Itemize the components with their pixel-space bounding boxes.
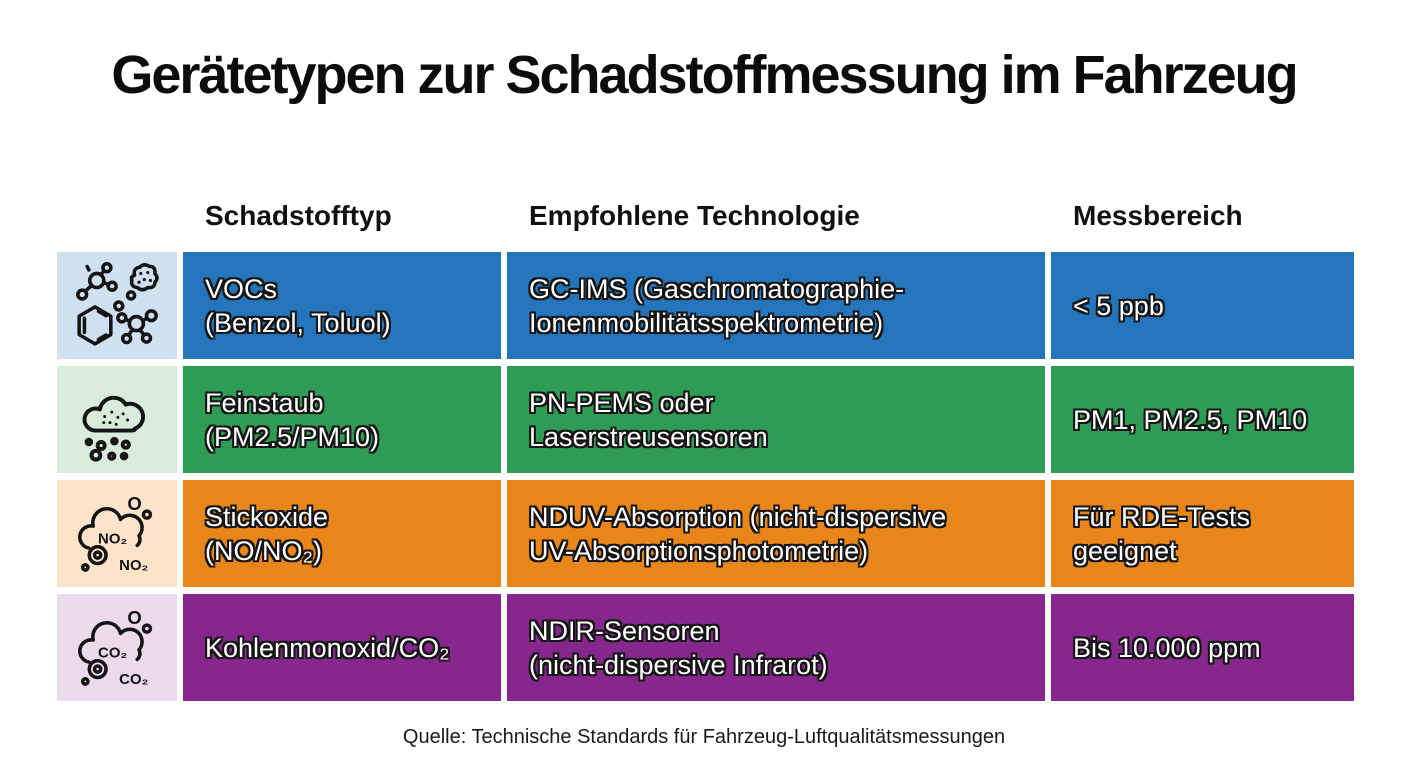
pollutant-cell: VOCs (Benzol, Toluol)	[183, 252, 501, 359]
co2-label-secondary: CO₂	[119, 671, 148, 688]
technology-text: NDIR-Sensoren (nicht-dispersive Infrarot…	[529, 615, 828, 680]
column-header-pollutant: Schadstofftyp	[205, 199, 392, 231]
range-cell: PM1, PM2.5, PM10	[1051, 366, 1354, 473]
range-text: Für RDE-Tests geeignet	[1073, 501, 1251, 566]
range-text: Bis 10.000 ppm	[1073, 632, 1261, 663]
icon-cell-vocs	[57, 252, 177, 359]
icon-cell-co2: CO₂ O CO₂	[57, 594, 177, 701]
particulate-cloud-icon	[82, 395, 145, 462]
technology-cell: GC-IMS (Gaschromatographie- Ionenmobilit…	[507, 252, 1045, 359]
pollutant-cell: Kohlenmonoxid/CO₂	[183, 594, 501, 701]
pollutant-text: Feinstaub (PM2.5/PM10)	[205, 387, 380, 452]
header-spacer	[57, 186, 177, 245]
range-text: PM1, PM2.5, PM10	[1073, 404, 1308, 435]
pollutant-text: VOCs (Benzol, Toluol)	[205, 273, 391, 338]
no2-cloud-icon: NO₂ O NO₂	[78, 493, 153, 574]
co2-cloud-icon: CO₂ O CO₂	[78, 607, 153, 688]
icon-cell-stickoxide: NO₂ O NO₂	[57, 480, 177, 587]
page-title: Gerätetypen zur Schadstoffmessung im Fah…	[111, 45, 1298, 105]
technology-text: NDUV-Absorption (nicht-dispersive UV-Abs…	[529, 501, 947, 566]
technology-cell: NDIR-Sensoren (nicht-dispersive Infrarot…	[507, 594, 1045, 701]
icon-cell-feinstaub	[57, 366, 177, 473]
range-cell: Für RDE-Tests geeignet	[1051, 480, 1354, 587]
pollutant-cell: Stickoxide (NO/NO₂)	[183, 480, 501, 587]
co2-label-main: CO₂	[98, 644, 127, 661]
column-header-range: Messbereich	[1073, 199, 1243, 231]
o2-label-top: O	[127, 493, 141, 514]
voc-molecules-icon	[76, 261, 159, 346]
no2-label-secondary: NO₂	[119, 557, 148, 574]
technology-text: GC-IMS (Gaschromatographie- Ionenmobilit…	[529, 273, 905, 338]
range-cell: < 5 ppb	[1051, 252, 1354, 359]
pollutant-cell: Feinstaub (PM2.5/PM10)	[183, 366, 501, 473]
o2-label-top: O	[127, 607, 141, 628]
pollutant-text: Stickoxide (NO/NO₂)	[205, 501, 329, 566]
range-cell: Bis 10.000 ppm	[1051, 594, 1354, 701]
technology-cell: NDUV-Absorption (nicht-dispersive UV-Abs…	[507, 480, 1045, 587]
source-caption: Quelle: Technische Standards für Fahrzeu…	[402, 726, 1006, 748]
pollutant-table: Schadstofftyp Empfohlene Technologie Mes…	[57, 186, 1354, 701]
range-text: < 5 ppb	[1073, 290, 1164, 321]
no2-label-main: NO₂	[98, 530, 127, 547]
technology-text: PN-PEMS oder Laserstreusensoren	[529, 387, 768, 452]
technology-cell: PN-PEMS oder Laserstreusensoren	[507, 366, 1045, 473]
pollutant-text: Kohlenmonoxid/CO₂	[205, 632, 450, 663]
column-header-technology: Empfohlene Technologie	[529, 199, 860, 231]
